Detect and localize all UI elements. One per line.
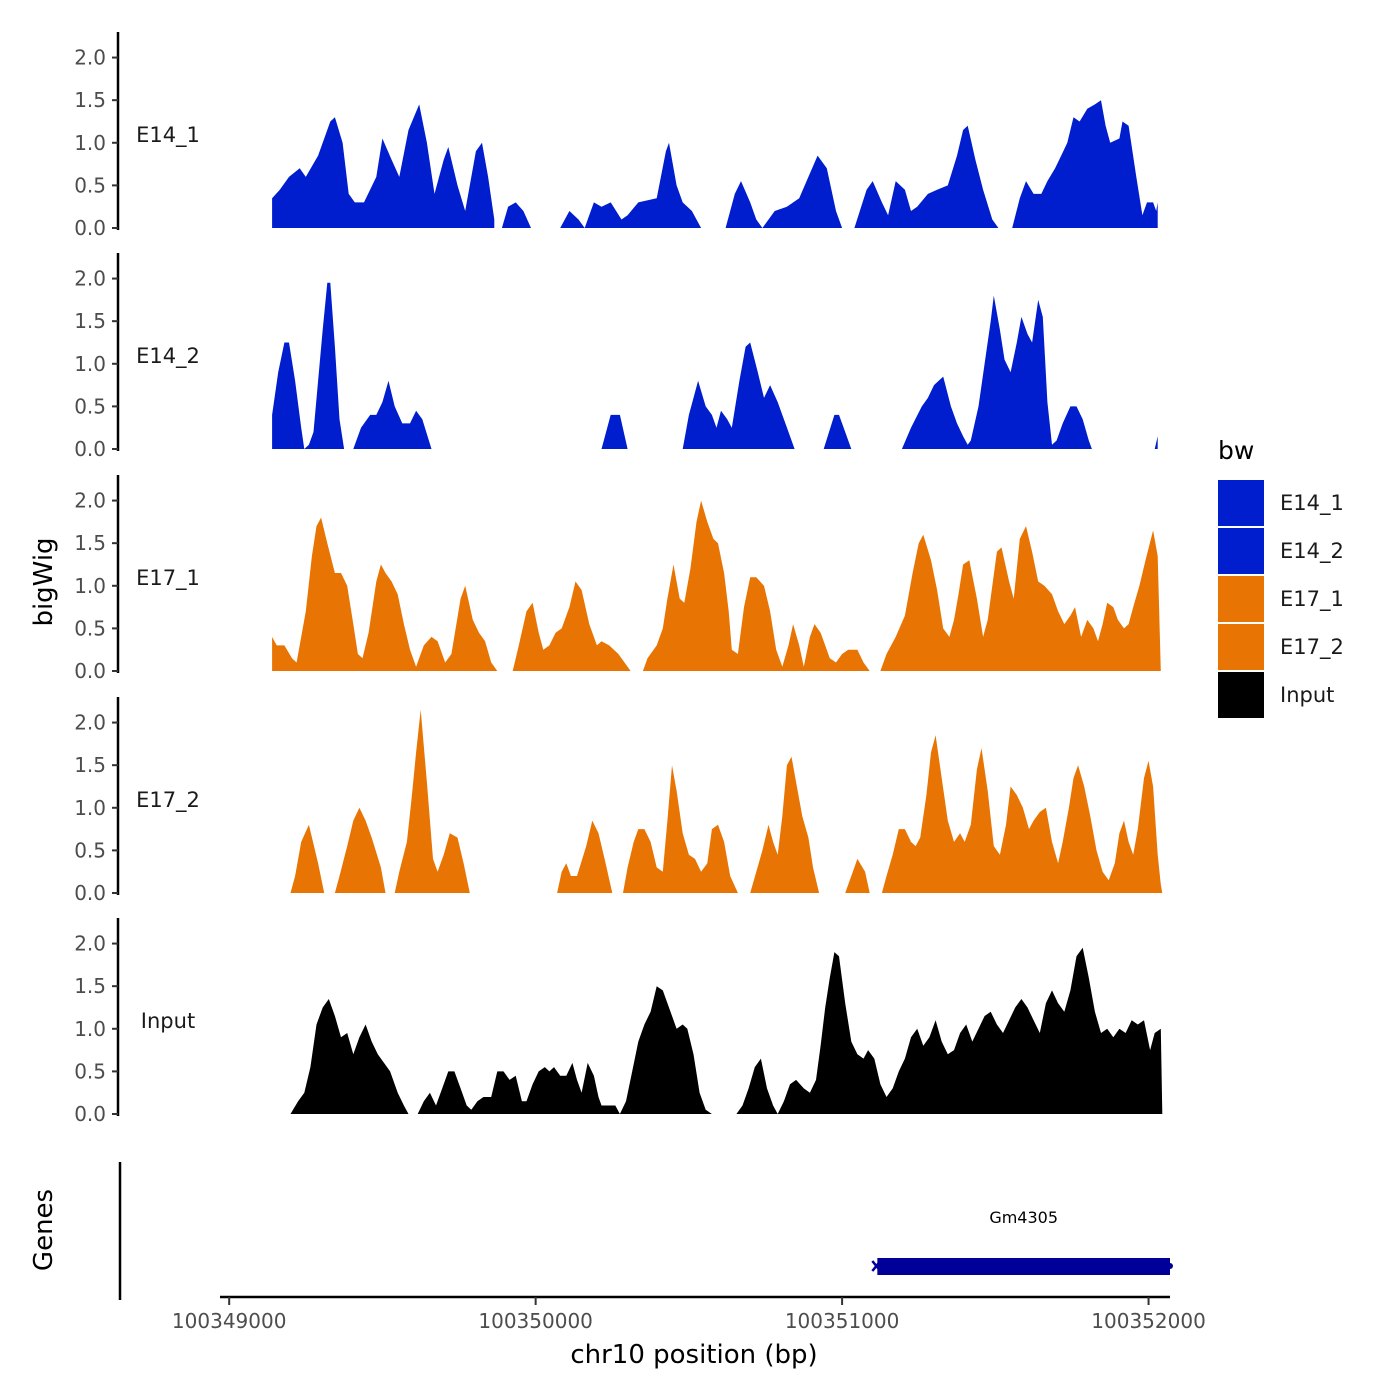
y-tick-label: 0.5 bbox=[74, 394, 106, 418]
legend: bw E14_1 E14_2 E17_1 E17_2 Input bbox=[1218, 436, 1344, 718]
gene-start-marker bbox=[871, 1260, 882, 1272]
tracks: 0.0 0.5 1.0 1.5 2.0 E14_1 0.0 0.5 1.0 1.5 2.0 E14_2… bbox=[74, 32, 1163, 1126]
y-axis-title: bigWig bbox=[29, 537, 59, 626]
signal-area bbox=[290, 709, 1163, 893]
track-e14-1: 0.0 0.5 1.0 1.5 2.0 E14_1 bbox=[74, 32, 1158, 240]
x-ticks: 100349000 100350000 100351000 100352000 bbox=[172, 1297, 1206, 1333]
y-tick-label: 0.0 bbox=[74, 1102, 106, 1126]
y-tick-label: 1.0 bbox=[74, 131, 106, 155]
y-tick-label: 2.0 bbox=[74, 46, 106, 70]
legend-label: E17_1 bbox=[1280, 587, 1344, 612]
y-tick-label: 0.5 bbox=[74, 838, 106, 862]
y-tick-label: 2.0 bbox=[74, 932, 106, 956]
y-tick-label: 1.0 bbox=[74, 1017, 106, 1041]
y-tick-label: 1.5 bbox=[74, 531, 106, 555]
gene-features: Gm4305 bbox=[871, 1208, 1173, 1275]
gene-label: Gm4305 bbox=[989, 1208, 1058, 1227]
genes-title: Genes bbox=[29, 1189, 59, 1271]
y-tick-label: 0.0 bbox=[74, 437, 106, 461]
legend-entry: E14_1 bbox=[1218, 480, 1344, 526]
y-tick-label: 1.5 bbox=[74, 974, 106, 998]
x-tick-label: 100350000 bbox=[478, 1309, 593, 1333]
legend-swatch bbox=[1218, 624, 1264, 670]
y-tick-label: 1.0 bbox=[74, 796, 106, 820]
legend-entry: E17_2 bbox=[1218, 624, 1344, 670]
y-tick-label: 0.0 bbox=[74, 659, 106, 683]
legend-label: E17_2 bbox=[1280, 635, 1344, 660]
legend-title: bw bbox=[1218, 436, 1254, 465]
y-tick-label: 1.5 bbox=[74, 88, 106, 112]
y-tick-label: 1.0 bbox=[74, 352, 106, 376]
track-input: 0.0 0.5 1.0 1.5 2.0 Input bbox=[74, 918, 1163, 1126]
legend-swatch bbox=[1218, 480, 1264, 526]
signal-area bbox=[272, 282, 1158, 449]
legend-label: Input bbox=[1280, 683, 1334, 707]
track-label: Input bbox=[141, 1009, 195, 1033]
x-tick-label: 100351000 bbox=[785, 1309, 900, 1333]
track-label: E17_2 bbox=[136, 788, 200, 813]
track-e17-2: 0.0 0.5 1.0 1.5 2.0 E17_2 bbox=[74, 697, 1163, 905]
y-tick-label: 2.0 bbox=[74, 267, 106, 291]
y-tick-label: 0.0 bbox=[74, 216, 106, 240]
y-tick-label: 2.0 bbox=[74, 711, 106, 735]
y-tick-label: 1.5 bbox=[74, 753, 106, 777]
x-axis-title: chr10 position (bp) bbox=[570, 1340, 817, 1370]
track-e14-2: 0.0 0.5 1.0 1.5 2.0 E14_2 bbox=[74, 253, 1158, 461]
track-label: E17_1 bbox=[136, 566, 200, 591]
y-tick-label: 1.5 bbox=[74, 309, 106, 333]
legend-label: E14_2 bbox=[1280, 539, 1344, 564]
track-label: E14_1 bbox=[136, 123, 200, 148]
legend-entry: Input bbox=[1218, 672, 1334, 718]
x-axis: 100349000 100350000 100351000 100352000 chr… bbox=[172, 1295, 1206, 1370]
track-e17-1: 0.0 0.5 1.0 1.5 2.0 E17_1 bbox=[74, 475, 1161, 683]
track-label: E14_2 bbox=[136, 344, 200, 369]
legend-entry: E14_2 bbox=[1218, 528, 1344, 574]
legend-label: E14_1 bbox=[1280, 491, 1344, 516]
signal-area bbox=[272, 500, 1161, 671]
genes-panel: Genes Gm4305 bbox=[29, 1162, 1173, 1300]
y-tick-label: 0.5 bbox=[74, 1059, 106, 1083]
legend-swatch bbox=[1218, 672, 1264, 718]
y-tick-label: 0.5 bbox=[74, 173, 106, 197]
y-tick-label: 1.0 bbox=[74, 574, 106, 598]
legend-swatch bbox=[1218, 528, 1264, 574]
signal-area bbox=[272, 100, 1158, 228]
legend-swatch bbox=[1218, 576, 1264, 622]
y-tick-label: 2.0 bbox=[74, 489, 106, 513]
legend-entry: E17_1 bbox=[1218, 576, 1344, 622]
x-tick-label: 100349000 bbox=[172, 1309, 287, 1333]
x-tick-label: 100352000 bbox=[1091, 1309, 1206, 1333]
gene-end-marker bbox=[1167, 1263, 1173, 1269]
gene-body bbox=[877, 1258, 1170, 1275]
signal-area bbox=[290, 947, 1163, 1114]
y-tick-label: 0.0 bbox=[74, 881, 106, 905]
legend-entries: E14_1 E14_2 E17_1 E17_2 Input bbox=[1218, 480, 1344, 718]
y-tick-label: 0.5 bbox=[74, 616, 106, 640]
